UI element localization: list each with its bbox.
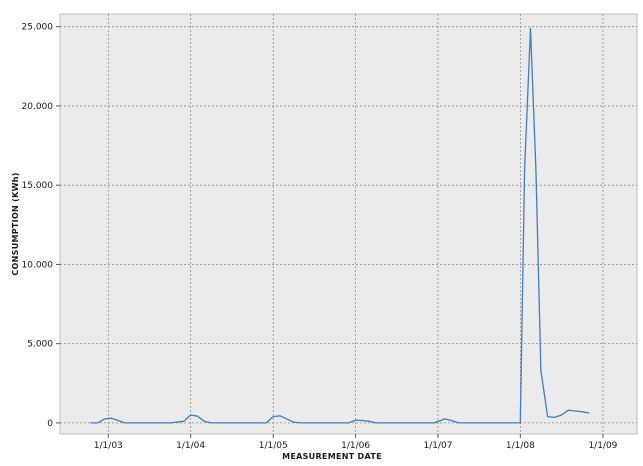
y-tick-label: 10.000 <box>22 260 54 270</box>
y-tick-label: 5.000 <box>27 340 53 350</box>
series <box>90 27 590 424</box>
x-tick-label: 1/1/03 <box>94 441 123 451</box>
y-tick-label: 20.000 <box>22 102 54 112</box>
series-line <box>90 27 590 424</box>
y-tick-label: 0 <box>47 419 53 429</box>
x-tick-label: 1/1/06 <box>341 441 370 451</box>
plot-area <box>59 13 638 435</box>
x-tick-label: 1/1/07 <box>423 441 452 451</box>
x-tick-label: 1/1/08 <box>506 441 535 451</box>
y-axis-title: CONSUMPTION (KWh) <box>11 172 20 275</box>
x-tick-label: 1/1/09 <box>588 441 617 451</box>
x-tick-label: 1/1/04 <box>176 441 205 451</box>
grid <box>60 14 637 434</box>
y-tick-label: 15.000 <box>22 181 54 191</box>
y-tick-label: 25.000 <box>22 23 54 33</box>
axes: 0 5.000 10.000 15.000 20.000 25.000 1/1/03 1/1/… <box>22 23 618 451</box>
x-axis-title: MEASUREMENT DATE <box>282 452 382 461</box>
x-tick-label: 1/1/05 <box>259 441 288 451</box>
